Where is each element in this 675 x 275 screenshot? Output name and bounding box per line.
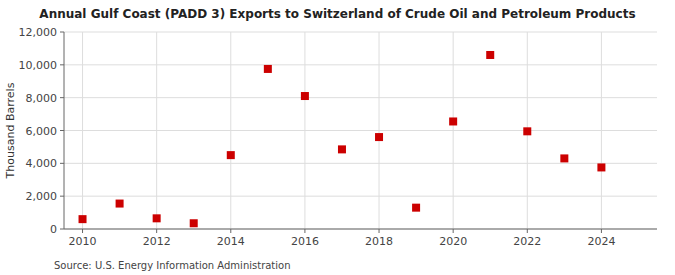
point xyxy=(79,215,87,223)
x-tick xyxy=(601,229,602,233)
grid xyxy=(64,32,657,229)
y-grid-line xyxy=(64,229,657,230)
y-axis-label: Thousand Barrels xyxy=(4,82,17,179)
x-grid-line xyxy=(453,32,454,229)
y-tick xyxy=(60,163,64,164)
point xyxy=(597,163,605,171)
x-tick xyxy=(82,229,83,233)
x-tick-label: 2018 xyxy=(365,235,393,248)
y-tick xyxy=(60,229,64,230)
point xyxy=(523,127,531,135)
x-tick-label: 2010 xyxy=(69,235,97,248)
x-tick-label: 2016 xyxy=(291,235,319,248)
x-tick-label: 2014 xyxy=(217,235,245,248)
y-grid-line xyxy=(64,163,657,164)
point xyxy=(338,145,346,153)
point xyxy=(412,204,420,212)
x-axis-line xyxy=(64,229,657,230)
point xyxy=(227,151,235,159)
title: Annual Gulf Coast (PADD 3) Exports to Sw… xyxy=(39,7,635,21)
y-tick xyxy=(60,64,64,65)
x-tick xyxy=(156,229,157,233)
background xyxy=(0,0,675,275)
x-tick-label: 2022 xyxy=(513,235,541,248)
y-tick-label: 2,000 xyxy=(26,190,58,203)
y-grid-line xyxy=(64,64,657,65)
point xyxy=(375,133,383,141)
point xyxy=(486,51,494,59)
point xyxy=(264,65,272,73)
y-axis-line xyxy=(64,32,65,229)
y-tick-label: 12,000 xyxy=(19,26,58,39)
x-grid-line xyxy=(601,32,602,229)
y-tick xyxy=(60,32,64,33)
x-grid-line xyxy=(304,32,305,229)
y-grid-line xyxy=(64,130,657,131)
points xyxy=(79,51,606,227)
x-grid-line xyxy=(156,32,157,229)
point xyxy=(449,117,457,125)
x-tick-label: 2012 xyxy=(143,235,171,248)
y-tick-label: 8,000 xyxy=(26,92,58,105)
point xyxy=(153,214,161,222)
x-grid-line xyxy=(82,32,83,229)
chart: Annual Gulf Coast (PADD 3) Exports to Sw… xyxy=(0,0,675,275)
y-tick-label: 4,000 xyxy=(26,157,58,170)
y-tick xyxy=(60,196,64,197)
point xyxy=(301,92,309,100)
x-tick xyxy=(379,229,380,233)
y-grid-line xyxy=(64,196,657,197)
source-note: Source: U.S. Energy Information Administ… xyxy=(54,260,291,271)
y-grid-line xyxy=(64,97,657,98)
y-tick xyxy=(60,97,64,98)
y-tick xyxy=(60,130,64,131)
x-tick-label: 2024 xyxy=(587,235,615,248)
y-tick-label: 6,000 xyxy=(26,125,58,138)
x-tick xyxy=(527,229,528,233)
y-grid-line xyxy=(64,32,657,33)
x-tick xyxy=(453,229,454,233)
x-tick xyxy=(304,229,305,233)
x-tick-label: 2020 xyxy=(439,235,467,248)
y-tick-label: 0 xyxy=(50,223,57,236)
point xyxy=(190,219,198,227)
x-tick xyxy=(230,229,231,233)
point xyxy=(560,154,568,162)
axes: 0 2,000 4,000 6,000 8,000 10,000 12,000 2010 201… xyxy=(19,26,658,248)
point xyxy=(116,200,124,208)
x-grid-line xyxy=(230,32,231,229)
x-grid-line xyxy=(379,32,380,229)
y-tick-label: 10,000 xyxy=(19,59,58,72)
